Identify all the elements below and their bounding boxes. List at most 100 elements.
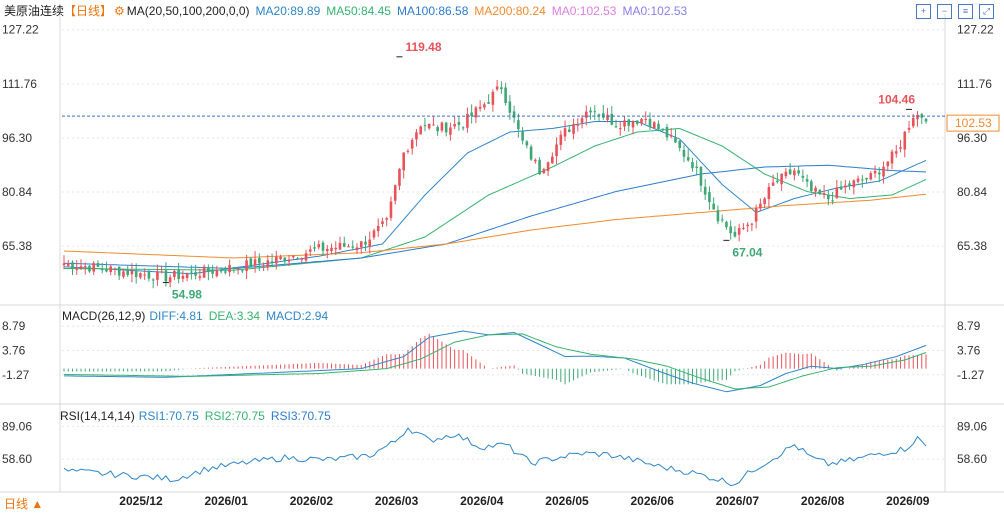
candle-body (275, 256, 278, 264)
main-header: 美原油连续【日线】 ⚙ MA(20,50,100,200,0,0) MA20:89.8… (4, 4, 693, 18)
candle-body (517, 120, 520, 130)
candle-body (771, 182, 775, 186)
candle-body (241, 270, 244, 272)
candle-body (83, 266, 87, 268)
y-tick-label-left: 96.30 (2, 131, 32, 145)
candle-body (525, 141, 529, 146)
chart-settings-icon[interactable]: ≡ (958, 4, 973, 19)
candle-body (848, 183, 851, 186)
rsi-params[interactable]: RSI(14,14,14) (60, 409, 135, 423)
candle-body (304, 253, 308, 261)
candle-body (920, 114, 924, 118)
candle-body (436, 127, 439, 132)
candle-body (160, 271, 163, 273)
candle-body (364, 241, 367, 245)
y-tick-label-left: 65.38 (2, 239, 32, 253)
candle-body (814, 187, 817, 192)
candle-body (444, 122, 448, 133)
candle-body (852, 180, 856, 188)
candle-body (385, 218, 389, 220)
candle-body (924, 118, 928, 122)
candle-body (270, 261, 274, 263)
candle-body (699, 166, 703, 186)
annotation-label: 104.46 (878, 92, 915, 106)
candle-body (725, 221, 728, 228)
period-switch-tab[interactable]: 日线 ▲ (0, 494, 52, 514)
candle-body (661, 128, 665, 130)
candle-body (207, 267, 210, 273)
y-tick-label-right: 58.60 (957, 452, 987, 466)
rsi3-value: RSI3:70.75 (270, 409, 331, 423)
candle-body (228, 265, 231, 273)
candle-body (283, 257, 287, 262)
candle-body (508, 101, 512, 113)
settings-gear-icon[interactable]: ⚙ (114, 4, 125, 18)
candle-body (347, 246, 350, 248)
candle-body (640, 118, 643, 124)
candle-body (325, 248, 329, 252)
x-tick-label: 2025/12 (119, 494, 163, 508)
candle-body (754, 208, 758, 222)
candle-body (139, 273, 142, 278)
candle-body (593, 111, 597, 113)
candle-body (406, 150, 410, 152)
candle-body (393, 185, 397, 201)
candle-body (449, 127, 452, 135)
candle-body (572, 123, 575, 134)
candle-body (746, 224, 749, 227)
y-tick-label-left: 3.76 (2, 344, 26, 358)
candle-body (372, 230, 376, 238)
candle-body (219, 269, 223, 272)
candle-body (899, 147, 902, 149)
y-tick-label-right: 96.30 (957, 131, 987, 145)
symbol-name: 美原油连续 (4, 4, 65, 18)
candle-body (296, 258, 299, 260)
candle-body (907, 127, 911, 130)
expand-icon[interactable]: ⤢ (979, 4, 994, 19)
candle-body (674, 137, 677, 143)
grid (0, 14, 1004, 493)
candle-body (627, 119, 631, 126)
candle-body (168, 277, 172, 283)
candle-body (279, 256, 282, 260)
annotation-label: 119.48 (405, 40, 441, 54)
chart-toolbar: + − ≡ ⤢ (916, 4, 994, 19)
candle-body (890, 151, 894, 164)
candle-body (126, 270, 129, 275)
candle-body (122, 271, 125, 277)
candle-body (211, 270, 214, 274)
macd-dea-value: DEA:3.34 (208, 309, 261, 323)
period-tag[interactable]: 【日线】 (64, 4, 113, 18)
y-tick-label-right: 3.76 (957, 344, 981, 358)
candle-body (729, 226, 732, 234)
x-tick-label: 2026/08 (801, 494, 845, 508)
candle-body (563, 128, 567, 137)
candle-body (487, 102, 490, 104)
candle-body (551, 156, 554, 164)
candle-body (419, 126, 422, 135)
macd-params[interactable]: MACD(26,12,9) (62, 309, 146, 323)
candle-body (691, 162, 694, 169)
annotation-label: 54.98 (172, 288, 202, 302)
candle-body (474, 107, 478, 118)
ma50-line (64, 127, 927, 271)
candle-body (882, 166, 885, 177)
candle-body (96, 263, 100, 267)
ma-params[interactable]: MA(20,50,100,200,0,0) (126, 4, 250, 18)
candle-body (610, 113, 614, 125)
candle-body (147, 272, 151, 279)
candle-body (839, 186, 843, 190)
candle-body (894, 151, 898, 154)
zoom-in-icon[interactable]: + (916, 4, 931, 19)
ma200-line (63, 193, 927, 259)
candle-body (589, 110, 592, 113)
zoom-out-icon[interactable]: − (937, 4, 952, 19)
candle-body (164, 270, 168, 282)
candle-body (117, 266, 121, 276)
candle-body (529, 146, 533, 160)
rsi2-value: RSI2:70.75 (204, 409, 265, 423)
candle-body (534, 159, 537, 162)
candle-body (512, 111, 516, 118)
candle-body (631, 121, 635, 128)
